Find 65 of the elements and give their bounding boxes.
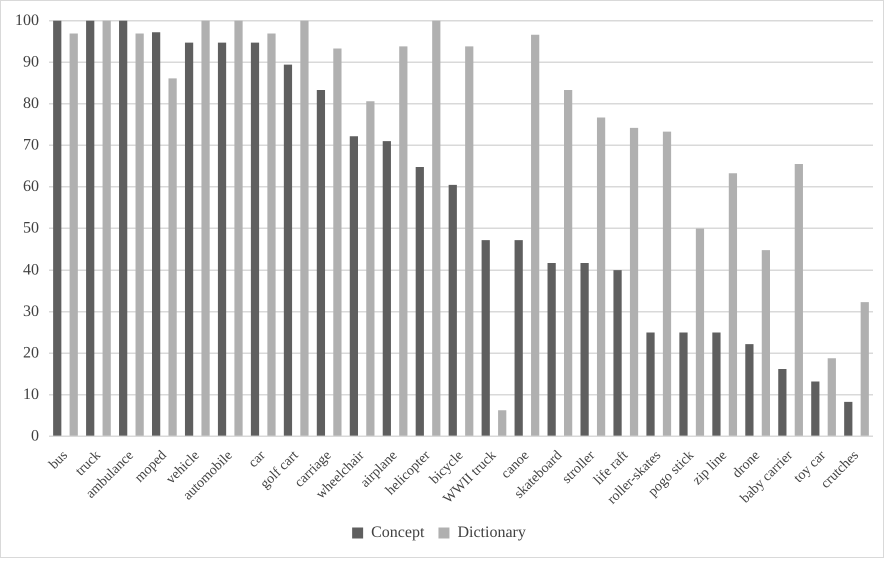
bar xyxy=(382,141,391,436)
bar xyxy=(432,20,440,436)
bar xyxy=(696,228,704,436)
bar xyxy=(828,358,836,436)
y-tick-label: 0 xyxy=(31,428,39,445)
bar xyxy=(646,332,655,436)
bar xyxy=(416,166,424,436)
bar xyxy=(86,20,94,436)
bar xyxy=(250,42,260,436)
x-tick-label: car xyxy=(246,448,269,471)
bar xyxy=(630,128,638,436)
bar xyxy=(234,20,243,436)
bar xyxy=(712,332,721,436)
bar xyxy=(498,410,506,436)
bar xyxy=(662,132,672,436)
bar xyxy=(794,164,803,436)
bar xyxy=(514,240,523,436)
y-tick-label: 90 xyxy=(23,53,39,70)
bar xyxy=(596,117,606,436)
bar xyxy=(218,42,226,436)
bar xyxy=(465,46,474,436)
legend-label: Dictionary xyxy=(457,524,526,542)
bar xyxy=(399,46,408,436)
bar xyxy=(70,33,78,436)
x-tick-label: bus xyxy=(46,448,71,473)
bar xyxy=(350,136,358,436)
bar xyxy=(860,302,869,436)
y-tick-label: 60 xyxy=(23,178,39,196)
bar xyxy=(482,240,490,436)
y-tick-label: 10 xyxy=(23,386,39,404)
y-tick-label: 20 xyxy=(23,344,39,362)
bar xyxy=(778,369,786,436)
bar xyxy=(53,20,62,436)
bar xyxy=(844,402,852,436)
bar xyxy=(811,382,820,436)
bar xyxy=(300,20,309,436)
bar xyxy=(102,20,111,436)
y-tick-label: 40 xyxy=(23,261,39,278)
y-tick-label: 50 xyxy=(23,220,39,237)
bar xyxy=(316,90,326,436)
bar xyxy=(728,173,738,436)
y-tick-label: 70 xyxy=(23,136,39,154)
bar xyxy=(745,344,754,436)
bar xyxy=(531,34,540,436)
bar xyxy=(679,332,688,436)
y-tick-label: 100 xyxy=(15,12,39,29)
bar xyxy=(613,270,622,436)
bar xyxy=(284,64,292,436)
bar xyxy=(136,33,144,436)
bar xyxy=(201,20,210,436)
bar xyxy=(267,33,276,436)
bar xyxy=(119,20,128,436)
bar xyxy=(168,78,177,436)
y-tick-label: 30 xyxy=(23,302,39,320)
bar xyxy=(333,48,342,436)
bar xyxy=(366,101,374,436)
bar xyxy=(762,250,770,436)
bar xyxy=(448,184,457,436)
legend-label: Concept xyxy=(371,524,426,542)
y-tick-label: 80 xyxy=(23,94,39,112)
bar xyxy=(580,263,589,436)
bar xyxy=(184,42,194,436)
bar xyxy=(548,263,556,436)
bar xyxy=(152,32,160,436)
bar xyxy=(564,90,572,436)
